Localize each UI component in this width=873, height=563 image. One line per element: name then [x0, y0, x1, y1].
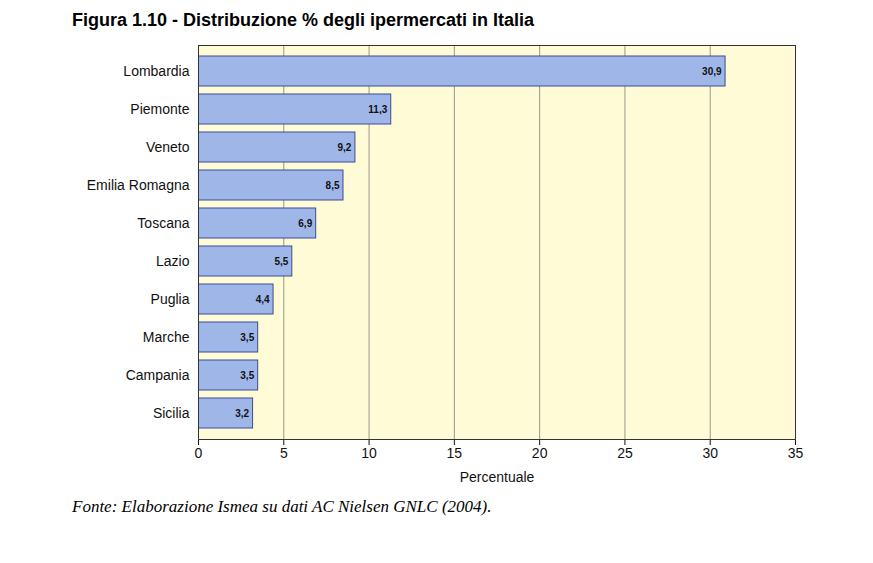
svg-text:11,3: 11,3	[368, 104, 387, 115]
svg-text:30,9: 30,9	[702, 66, 722, 77]
svg-text:0: 0	[195, 445, 203, 461]
svg-text:Emilia Romagna: Emilia Romagna	[87, 177, 190, 193]
svg-text:20: 20	[532, 445, 548, 461]
svg-text:Percentuale: Percentuale	[460, 469, 535, 485]
svg-text:Marche: Marche	[143, 329, 190, 345]
svg-text:25: 25	[617, 445, 633, 461]
svg-text:Sicilia: Sicilia	[153, 405, 190, 421]
svg-text:35: 35	[788, 445, 804, 461]
svg-text:Veneto: Veneto	[146, 139, 190, 155]
svg-text:6,9: 6,9	[298, 218, 312, 229]
svg-text:8,5: 8,5	[326, 180, 340, 191]
html-text:Fonte: Elaborazione Ismea su d: Fonte: Elaborazione Ismea su dati AC Nie…	[72, 497, 492, 516]
svg-text:3,5: 3,5	[240, 332, 254, 343]
svg-text:Puglia: Puglia	[151, 291, 190, 307]
svg-text:Lombardia: Lombardia	[123, 63, 189, 79]
svg-text:3,2: 3,2	[235, 408, 249, 419]
svg-text:Toscana: Toscana	[137, 215, 189, 231]
html-text:Figura 1.10 - Distribuzione %: Figura 1.10 - Distribuzione % degli iper…	[72, 10, 535, 30]
svg-text:Lazio: Lazio	[156, 253, 190, 269]
svg-text:30: 30	[702, 445, 718, 461]
svg-text:5,5: 5,5	[274, 256, 288, 267]
svg-text:Piemonte: Piemonte	[130, 101, 189, 117]
svg-text:5: 5	[280, 445, 288, 461]
svg-text:9,2: 9,2	[338, 142, 352, 153]
svg-text:15: 15	[447, 445, 463, 461]
svg-text:Campania: Campania	[126, 367, 190, 383]
svg-text:10: 10	[361, 445, 377, 461]
svg-text:4,4: 4,4	[256, 294, 270, 305]
svg-text:3,5: 3,5	[240, 370, 254, 381]
